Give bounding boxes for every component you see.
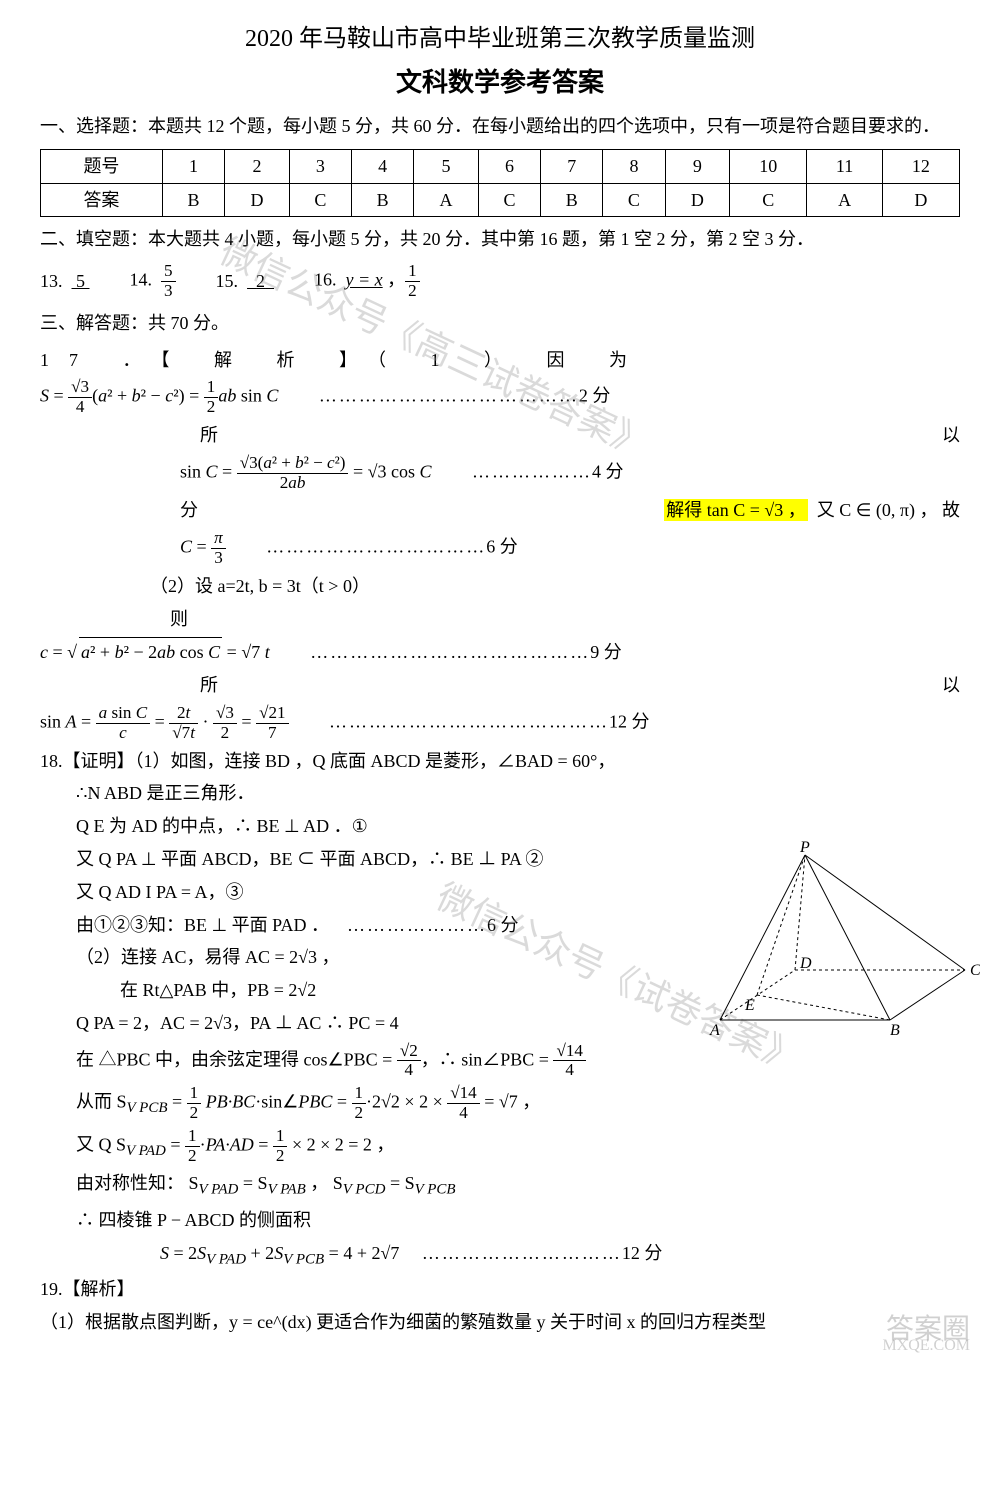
q17-highlight-line: 分 解得 tan C = √3 ， 又 C ∈ (0, π) ， 故 — [40, 496, 960, 525]
section-1-heading: 一、选择题：本题共 12 个题，每小题 5 分，共 60 分．在每小题给出的四个… — [40, 112, 960, 141]
svg-text:P: P — [799, 840, 810, 856]
q18-l14: ∴ 四棱锥 P − ABCD 的侧面积 — [40, 1206, 960, 1235]
table-row: 题号 1 2 3 4 5 6 7 8 9 10 11 12 — [41, 149, 960, 183]
q18-l3: Q E 为 AD 的中点，∴ BE ⊥ AD ．① — [40, 812, 960, 841]
answer-table: 题号 1 2 3 4 5 6 7 8 9 10 11 12 答案 B D C B… — [40, 149, 960, 218]
row-label: 答案 — [41, 183, 163, 217]
q17-c-value: C = π3 ……………………………6 分 — [40, 529, 960, 568]
svg-text:B: B — [890, 1022, 900, 1039]
q13: 13. 5 — [40, 267, 90, 296]
q18-l12: 又 Q SV PAD = 12·PA·AD = 12 × 2 × 2 = 2 ， — [40, 1127, 960, 1166]
svg-text:E: E — [744, 997, 755, 1014]
q18-l1: 18.【证明】（1）如图，连接 BD ，Q 底面 ABCD 是菱形，∠BAD =… — [40, 747, 960, 776]
page-title-line2: 文科数学参考答案 — [40, 62, 960, 104]
q17-sina: sin A = a sin Cc = 2t√7t · √32 = √217 ……… — [40, 704, 960, 743]
q18-l11: 从而 SV PCB = 12 PB·BC·sin∠PBC = 12·2√2 × … — [40, 1084, 960, 1123]
q18-l2: ∴N ABD 是正三角形． — [40, 779, 960, 808]
highlighted-result: 解得 tan C = √3 ， — [664, 499, 808, 521]
q18-l15: S = 2SV PAD + 2SV PCB = 4 + 2√7 ……………………… — [40, 1239, 960, 1272]
corner-watermark-url: MXQE.COM — [882, 1333, 970, 1359]
fill-blank-answers: 13. 5 14. 53 15. 2 16. y = x ，12 — [40, 262, 960, 301]
q18-l10: 在 △PBC 中，由余弦定理得 cos∠PBC = √24，∴ sin∠PBC … — [40, 1042, 960, 1081]
svg-text:D: D — [799, 955, 812, 972]
svg-text:C: C — [970, 962, 980, 979]
q17-so: 所以 — [40, 421, 960, 450]
section-3-heading: 三、解答题：共 70 分。 — [40, 309, 960, 338]
section-2-heading: 二、填空题：本大题共 4 小题，每小题 5 分，共 20 分．其中第 16 题，… — [40, 225, 960, 254]
q14: 14. 53 — [130, 262, 176, 301]
q17-part2: （2）设 a=2t, b = 3t（t > 0） — [40, 572, 960, 601]
q19-l1: 19.【解析】 — [40, 1275, 960, 1304]
q15: 15. 2 — [216, 267, 275, 296]
q16: 16. y = x ，12 — [314, 262, 420, 301]
q17-header: 17 ．【 解 析 】（ 1 ） 因 为 — [40, 346, 960, 375]
q13-answer: 5 — [72, 271, 90, 291]
q17-eq1: S = √34(a² + b² − c²) = 12ab sin C ……………… — [40, 378, 960, 417]
pyramid-figure: P A B C D E — [690, 840, 980, 1040]
q17-then: 则 — [40, 605, 960, 634]
q18-l13: 由对称性知： SV PAD = SV PAB ， SV PCD = SV PCB — [40, 1169, 960, 1202]
q17-so2: 所以 — [40, 671, 960, 700]
row-label: 题号 — [41, 149, 163, 183]
page-title-line1: 2020 年马鞍山市高中毕业班第三次教学质量监测 — [40, 20, 960, 58]
table-row: 答案 B D C B A C B C D C A D — [41, 183, 960, 217]
q17-c-calc: c = √a² + b² − 2ab cos C = √7 t ……………………… — [40, 637, 960, 667]
q17-eq2: sin C = √3(a² + b² − c²)2ab = √3 cos C …… — [40, 454, 960, 493]
svg-text:A: A — [709, 1022, 720, 1039]
q19-l2: （1）根据散点图判断，y = ce^(dx) 更适合作为细菌的繁殖数量 y 关于… — [40, 1308, 960, 1337]
